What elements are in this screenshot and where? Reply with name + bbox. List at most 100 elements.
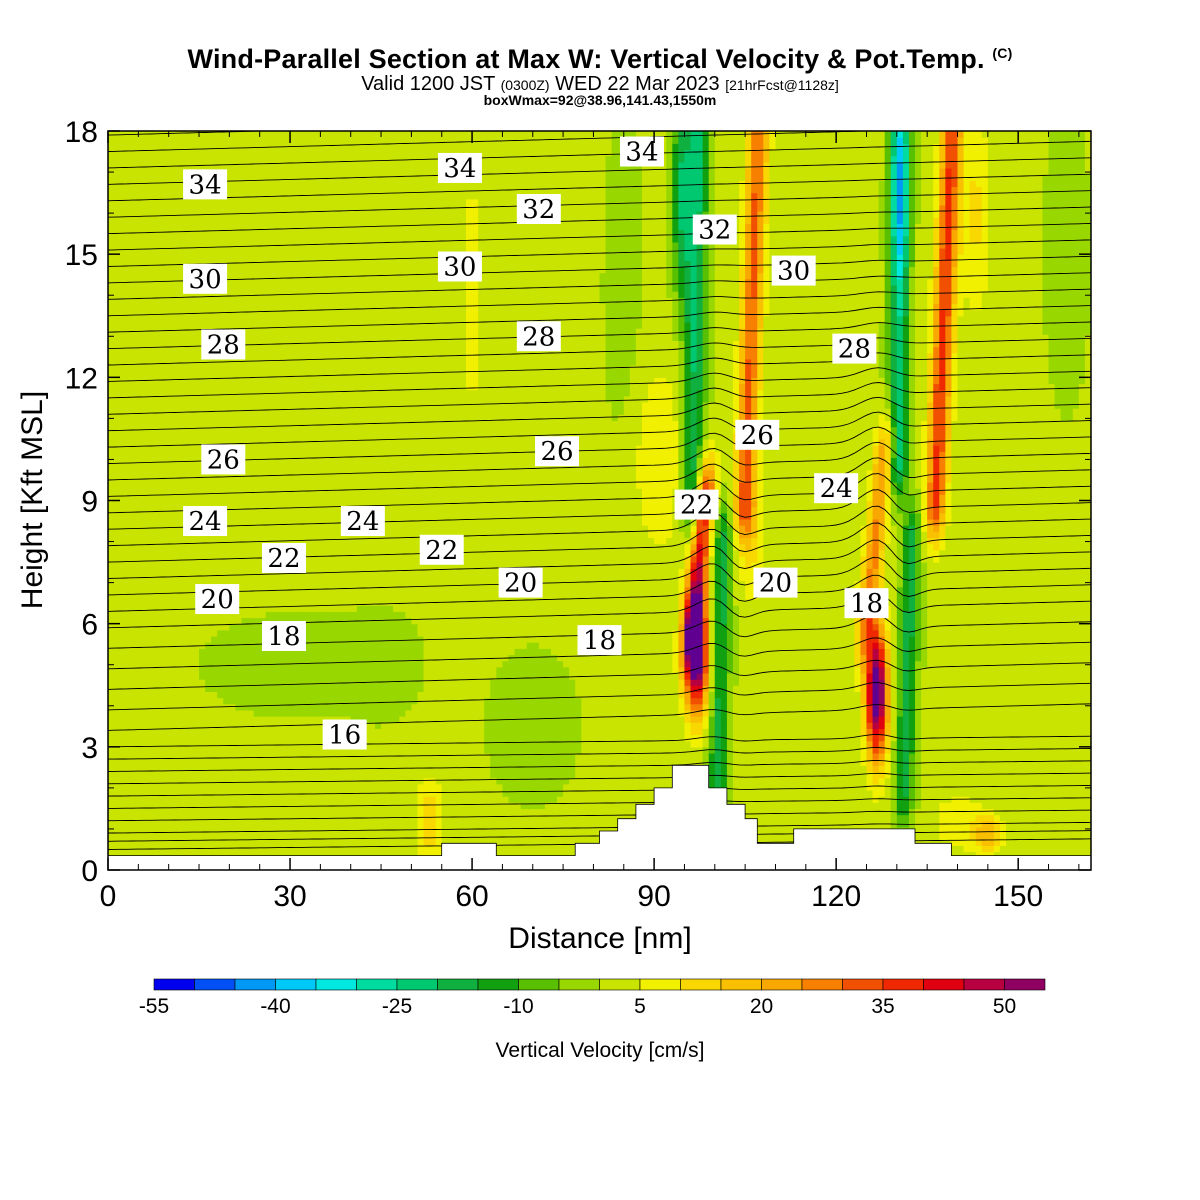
velocity-cell: [241, 740, 249, 748]
velocity-cell: [338, 383, 346, 391]
velocity-cell: [217, 728, 224, 736]
velocity-cell: [156, 180, 164, 188]
velocity-cell: [192, 383, 200, 391]
velocity-cell: [144, 235, 152, 243]
velocity-cell: [356, 746, 364, 754]
velocity-cell: [223, 321, 230, 329]
velocity-cell: [265, 475, 273, 483]
velocity-cell: [283, 451, 291, 458]
velocity-cell: [235, 211, 243, 218]
velocity-cell: [132, 137, 139, 144]
velocity-cell: [126, 808, 133, 816]
velocity-cell: [205, 617, 212, 625]
velocity-cell: [314, 167, 321, 175]
velocity-cell: [259, 340, 267, 348]
velocity-cell: [168, 802, 176, 810]
velocity-cell: [192, 635, 200, 643]
velocity-cell: [302, 241, 309, 249]
velocity-cell: [283, 266, 291, 274]
velocity-cell: [162, 586, 170, 594]
velocity-cell: [192, 328, 200, 335]
velocity-cell: [217, 383, 224, 391]
velocity-cell: [338, 599, 346, 606]
velocity-cell: [344, 771, 352, 779]
velocity-cell: [338, 254, 346, 261]
velocity-cell: [168, 475, 176, 483]
velocity-cell: [217, 131, 224, 138]
velocity-cell: [108, 537, 115, 545]
velocity-cell: [259, 709, 267, 717]
velocity-cell: [302, 192, 309, 200]
velocity-cell: [126, 149, 133, 157]
velocity-cell: [283, 518, 291, 526]
velocity-cell: [192, 537, 200, 545]
velocity-cell: [138, 291, 146, 298]
velocity-cell: [320, 315, 328, 323]
velocity-cell: [253, 500, 261, 508]
velocity-cell: [108, 235, 115, 243]
velocity-cell: [296, 789, 303, 797]
velocity-cell: [332, 771, 340, 779]
velocity-cell: [241, 562, 249, 569]
velocity-cell: [174, 401, 182, 409]
velocity-cell: [229, 771, 237, 779]
velocity-cell: [247, 284, 255, 292]
velocity-cell: [320, 365, 328, 372]
velocity-cell: [235, 291, 243, 298]
velocity-cell: [150, 752, 158, 760]
velocity-cell: [344, 475, 352, 483]
velocity-cell: [356, 685, 364, 693]
velocity-cell: [283, 574, 291, 582]
velocity-cell: [338, 346, 346, 354]
velocity-cell: [205, 826, 212, 834]
velocity-cell: [241, 679, 249, 686]
velocity-cell: [186, 543, 194, 551]
velocity-cell: [205, 248, 212, 255]
velocity-cell: [344, 365, 352, 372]
velocity-cell: [290, 845, 297, 853]
velocity-cell: [186, 254, 194, 261]
velocity-cell: [338, 500, 346, 508]
velocity-cell: [144, 408, 152, 415]
velocity-cell: [186, 395, 194, 403]
velocity-cell: [120, 660, 127, 668]
velocity-cell: [186, 808, 194, 816]
velocity-cell: [108, 531, 115, 539]
velocity-cell: [138, 321, 146, 329]
velocity-cell: [168, 537, 176, 545]
velocity-cell: [229, 685, 237, 693]
velocity-cell: [296, 408, 303, 415]
velocity-cell: [108, 155, 115, 163]
velocity-cell: [350, 303, 358, 311]
velocity-cell: [265, 192, 273, 200]
velocity-cell: [247, 617, 255, 625]
velocity-cell: [326, 697, 334, 705]
velocity-cell: [283, 814, 291, 822]
velocity-cell: [344, 408, 352, 415]
velocity-cell: [290, 278, 297, 286]
velocity-cell: [186, 463, 194, 471]
velocity-cell: [308, 451, 315, 458]
velocity-cell: [350, 334, 358, 341]
velocity-cell: [120, 752, 127, 760]
velocity-cell: [144, 703, 152, 711]
velocity-cell: [156, 611, 164, 619]
velocity-cell: [338, 833, 346, 840]
velocity-cell: [174, 266, 182, 274]
velocity-cell: [150, 432, 158, 440]
velocity-cell: [229, 537, 237, 545]
velocity-cell: [114, 131, 121, 138]
velocity-cell: [344, 414, 352, 422]
velocity-cell: [192, 432, 200, 440]
velocity-cell: [290, 617, 297, 625]
velocity-cell: [235, 740, 243, 748]
velocity-cell: [277, 574, 285, 582]
velocity-cell: [302, 451, 309, 458]
velocity-cell: [271, 334, 279, 341]
velocity-cell: [271, 420, 279, 428]
velocity-cell: [180, 703, 188, 711]
velocity-cell: [314, 765, 321, 773]
velocity-cell: [174, 451, 182, 458]
velocity-cell: [211, 660, 218, 668]
velocity-cell: [320, 592, 328, 600]
